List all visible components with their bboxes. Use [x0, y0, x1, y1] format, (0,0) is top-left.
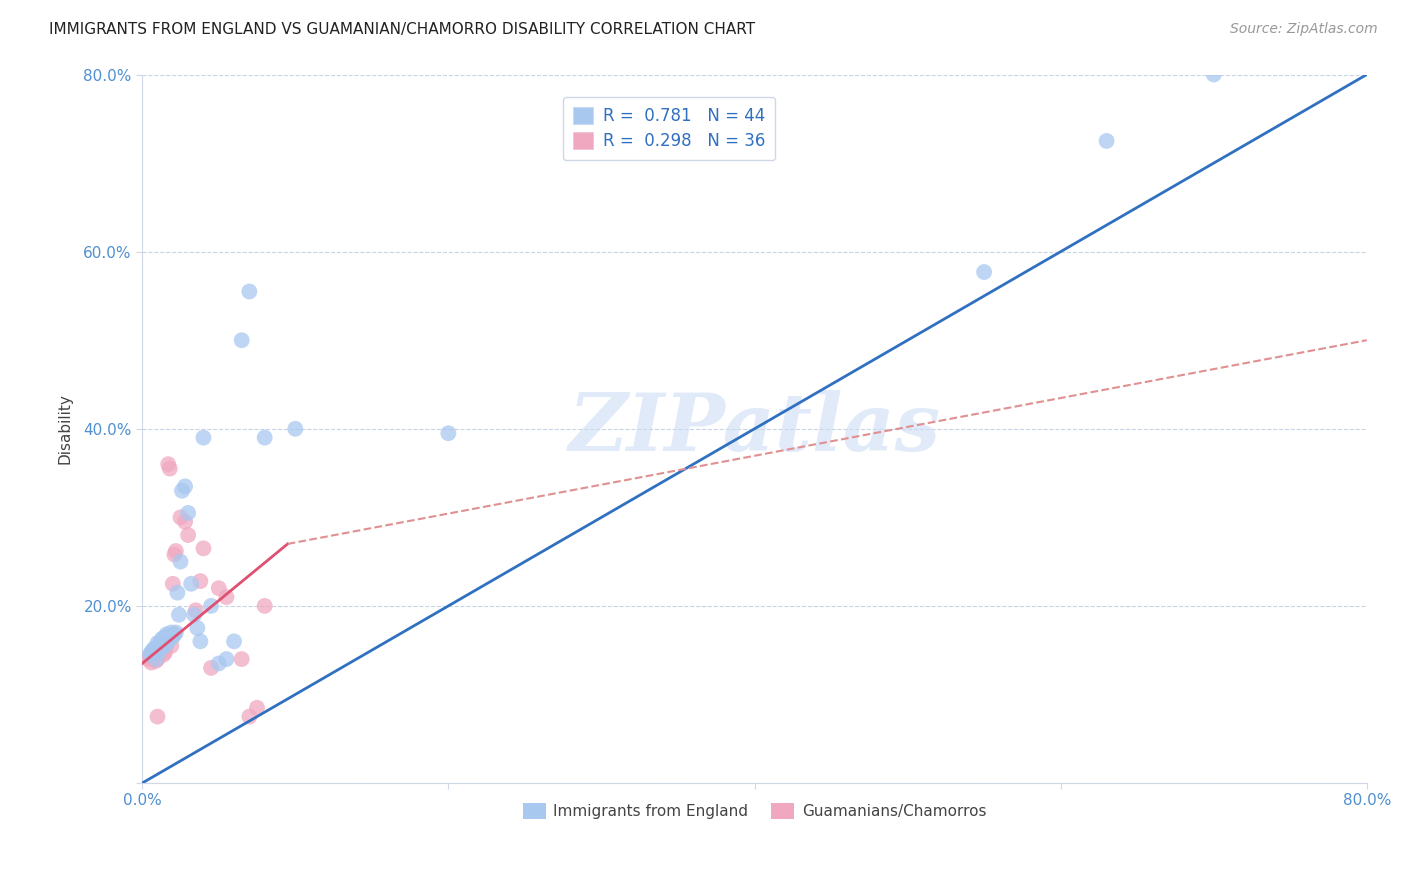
- Point: [153, 639, 176, 653]
- Point: [156, 636, 179, 650]
- Point: [170, 483, 193, 498]
- Point: [148, 645, 170, 659]
- Point: [139, 648, 162, 662]
- Point: [208, 657, 231, 671]
- Point: [157, 457, 180, 471]
- Point: [166, 585, 188, 599]
- Point: [142, 643, 165, 657]
- Point: [139, 649, 162, 664]
- Point: [149, 643, 172, 657]
- Point: [238, 285, 260, 299]
- Point: [169, 555, 191, 569]
- Y-axis label: Disability: Disability: [58, 393, 72, 464]
- Point: [149, 639, 172, 653]
- Point: [284, 422, 307, 436]
- Point: [143, 641, 166, 656]
- Point: [156, 627, 179, 641]
- Point: [153, 630, 176, 644]
- Point: [177, 506, 200, 520]
- Point: [157, 634, 180, 648]
- Point: [200, 599, 222, 613]
- Point: [177, 528, 200, 542]
- Point: [238, 709, 260, 723]
- Point: [142, 652, 165, 666]
- Point: [215, 652, 238, 666]
- Point: [1202, 68, 1225, 82]
- Point: [165, 625, 187, 640]
- Point: [215, 590, 238, 604]
- Point: [193, 431, 215, 445]
- Point: [152, 648, 174, 662]
- Point: [143, 645, 166, 659]
- Point: [167, 607, 190, 622]
- Point: [146, 636, 169, 650]
- Point: [141, 645, 163, 659]
- Point: [159, 461, 181, 475]
- Point: [163, 627, 186, 641]
- Point: [190, 574, 212, 588]
- Point: [222, 634, 245, 648]
- Point: [145, 654, 167, 668]
- Point: [162, 630, 184, 644]
- Legend: Immigrants from England, Guamanians/Chamorros: Immigrants from England, Guamanians/Cham…: [516, 797, 993, 825]
- Point: [146, 709, 169, 723]
- Point: [180, 576, 202, 591]
- Point: [1095, 134, 1118, 148]
- Point: [159, 630, 181, 644]
- Point: [162, 576, 184, 591]
- Point: [148, 648, 170, 662]
- Point: [253, 431, 276, 445]
- Text: ZIPatlas: ZIPatlas: [568, 390, 941, 467]
- Point: [973, 265, 995, 279]
- Point: [136, 652, 159, 666]
- Point: [253, 599, 276, 613]
- Point: [174, 479, 197, 493]
- Point: [165, 544, 187, 558]
- Point: [208, 581, 231, 595]
- Point: [231, 652, 253, 666]
- Point: [200, 661, 222, 675]
- Point: [437, 426, 460, 441]
- Point: [150, 641, 173, 656]
- Point: [169, 510, 191, 524]
- Point: [146, 652, 169, 666]
- Point: [143, 649, 166, 664]
- Point: [152, 636, 174, 650]
- Point: [149, 634, 172, 648]
- Point: [190, 634, 212, 648]
- Point: [174, 515, 197, 529]
- Point: [141, 656, 163, 670]
- Text: Source: ZipAtlas.com: Source: ZipAtlas.com: [1230, 22, 1378, 37]
- Point: [153, 645, 176, 659]
- Text: IMMIGRANTS FROM ENGLAND VS GUAMANIAN/CHAMORRO DISABILITY CORRELATION CHART: IMMIGRANTS FROM ENGLAND VS GUAMANIAN/CHA…: [49, 22, 755, 37]
- Point: [150, 632, 173, 646]
- Point: [246, 700, 269, 714]
- Point: [186, 621, 208, 635]
- Point: [163, 548, 186, 562]
- Point: [149, 639, 172, 653]
- Point: [183, 607, 205, 622]
- Point: [146, 643, 169, 657]
- Point: [193, 541, 215, 556]
- Point: [145, 652, 167, 666]
- Point: [160, 639, 183, 653]
- Point: [231, 333, 253, 347]
- Point: [184, 603, 207, 617]
- Point: [146, 645, 169, 659]
- Point: [160, 625, 183, 640]
